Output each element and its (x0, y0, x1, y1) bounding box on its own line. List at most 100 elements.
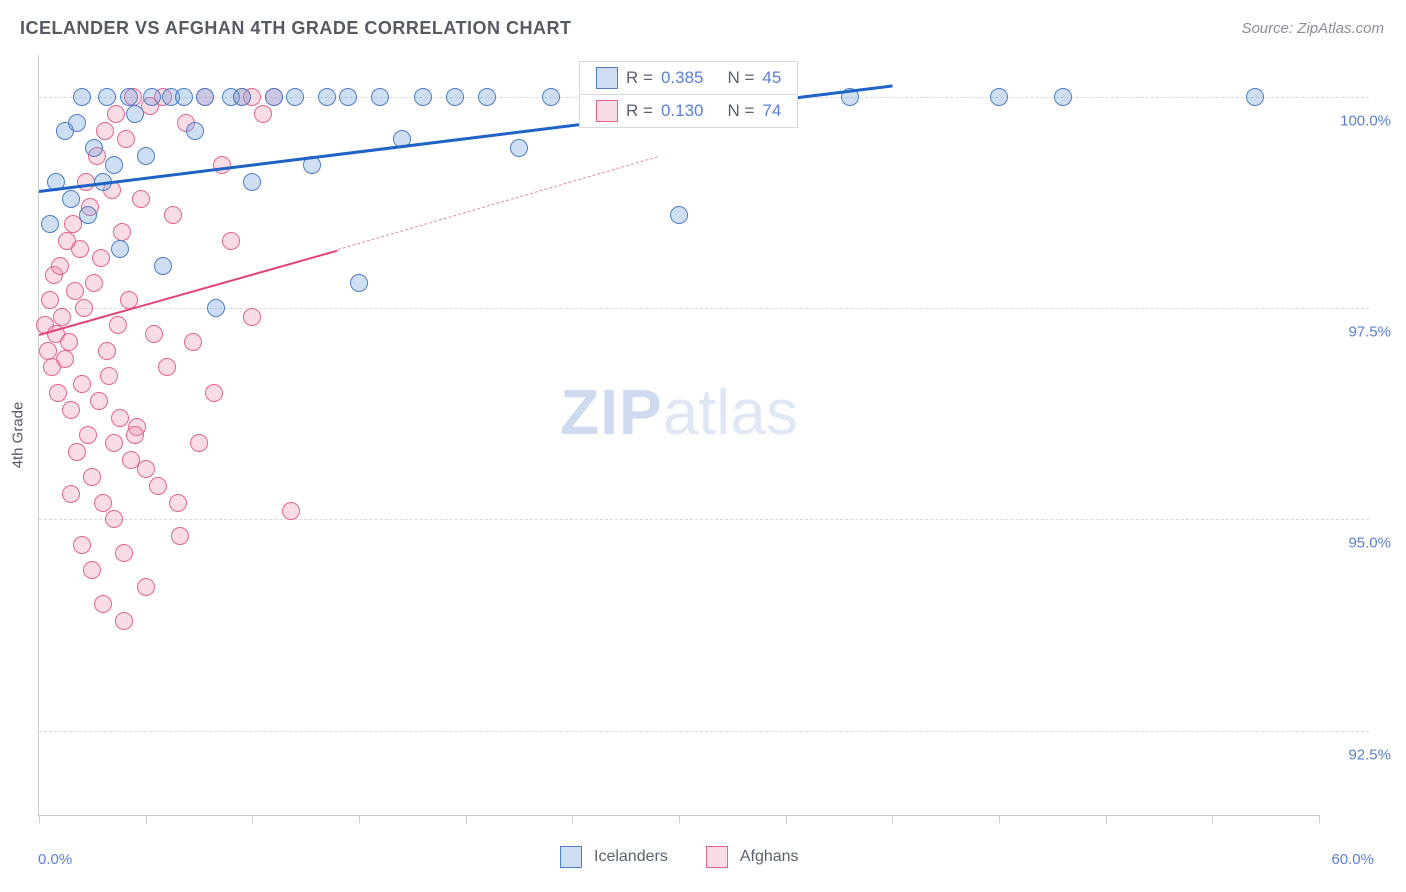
data-point (282, 502, 300, 520)
data-point (171, 527, 189, 545)
data-point (60, 333, 78, 351)
data-point (132, 190, 150, 208)
source-label: Source: ZipAtlas.com (1241, 20, 1384, 37)
data-point (62, 190, 80, 208)
swatch-afghans (596, 100, 618, 122)
y-tick-label: 95.0% (1348, 535, 1391, 552)
data-point (243, 308, 261, 326)
plot-area: ZIPatlas R = 0.385 N = 45 R = 0.130 N = … (38, 55, 1319, 816)
data-point (120, 88, 138, 106)
data-point (205, 384, 223, 402)
data-point (371, 88, 389, 106)
data-point (233, 88, 251, 106)
data-point (73, 375, 91, 393)
data-point (164, 206, 182, 224)
legend-label-icelanders: Icelanders (594, 848, 668, 866)
data-point (286, 88, 304, 106)
data-point (94, 494, 112, 512)
x-max-label: 60.0% (1331, 851, 1374, 868)
x-tick (999, 815, 1000, 823)
r-prefix: R = (626, 68, 653, 88)
data-point (85, 139, 103, 157)
gridline (39, 519, 1369, 520)
data-point (111, 409, 129, 427)
x-tick (359, 815, 360, 823)
data-point (318, 88, 336, 106)
x-tick (146, 815, 147, 823)
data-point (137, 578, 155, 596)
x-tick (679, 815, 680, 823)
x-tick (572, 815, 573, 823)
data-point (190, 434, 208, 452)
data-point (94, 595, 112, 613)
data-point (137, 147, 155, 165)
data-point (990, 88, 1008, 106)
n-value-afghans: 74 (762, 101, 781, 121)
data-point (92, 249, 110, 267)
data-point (68, 443, 86, 461)
data-point (196, 88, 214, 106)
data-point (149, 477, 167, 495)
data-point (53, 308, 71, 326)
data-point (414, 88, 432, 106)
data-point (85, 274, 103, 292)
x-tick (892, 815, 893, 823)
x-tick (786, 815, 787, 823)
data-point (510, 139, 528, 157)
data-point (73, 88, 91, 106)
data-point (98, 342, 116, 360)
data-point (207, 299, 225, 317)
data-point (145, 325, 163, 343)
data-point (100, 367, 118, 385)
data-point (49, 384, 67, 402)
swatch-afghans-bottom (706, 846, 728, 868)
data-point (186, 122, 204, 140)
data-point (83, 468, 101, 486)
data-point (243, 173, 261, 191)
stats-row-afghans: R = 0.130 N = 74 (580, 95, 797, 127)
watermark: ZIPatlas (560, 375, 798, 449)
data-point (41, 291, 59, 309)
data-point (73, 536, 91, 554)
data-point (109, 316, 127, 334)
watermark-light: atlas (663, 376, 798, 448)
x-tick (1319, 815, 1320, 823)
data-point (184, 333, 202, 351)
data-point (105, 156, 123, 174)
data-point (107, 105, 125, 123)
data-point (126, 426, 144, 444)
data-point (79, 426, 97, 444)
chart-root: ICELANDER VS AFGHAN 4TH GRADE CORRELATIO… (0, 0, 1406, 892)
data-point (670, 206, 688, 224)
data-point (111, 240, 129, 258)
trend-line (338, 156, 658, 250)
data-point (39, 342, 57, 360)
data-point (83, 561, 101, 579)
swatch-icelanders-bottom (560, 846, 582, 868)
data-point (68, 114, 86, 132)
data-point (350, 274, 368, 292)
x-tick (466, 815, 467, 823)
data-point (115, 612, 133, 630)
data-point (66, 282, 84, 300)
gridline (39, 308, 1369, 309)
data-point (154, 257, 172, 275)
data-point (113, 223, 131, 241)
legend-label-afghans: Afghans (740, 848, 799, 866)
r-value-icelanders: 0.385 (661, 68, 704, 88)
data-point (98, 88, 116, 106)
y-tick-label: 100.0% (1340, 113, 1391, 130)
gridline (39, 731, 1369, 732)
data-point (126, 105, 144, 123)
data-point (105, 510, 123, 528)
data-point (56, 350, 74, 368)
data-point (62, 401, 80, 419)
r-value-afghans: 0.130 (661, 101, 704, 121)
watermark-bold: ZIP (560, 376, 663, 448)
x-tick (252, 815, 253, 823)
data-point (51, 257, 69, 275)
data-point (137, 460, 155, 478)
x-min-label: 0.0% (38, 851, 72, 868)
stats-row-icelanders: R = 0.385 N = 45 (580, 62, 797, 95)
data-point (117, 130, 135, 148)
